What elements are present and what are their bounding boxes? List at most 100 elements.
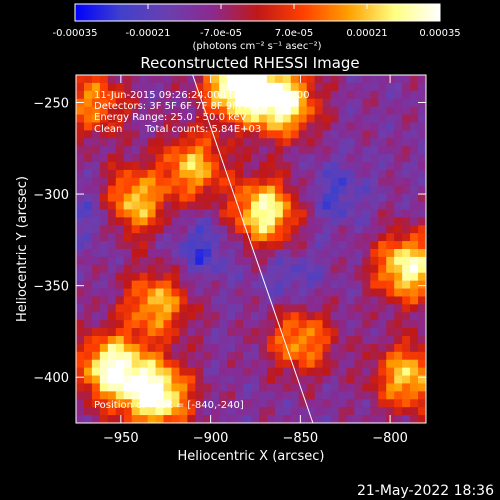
heatmap-cell (267, 391, 276, 400)
heatmap-cell (108, 225, 117, 234)
heatmap-cell (187, 360, 196, 369)
heatmap-cell (179, 344, 188, 353)
heatmap-cell (124, 360, 133, 369)
heatmap-cell (100, 304, 109, 313)
heatmap-cell (354, 241, 363, 250)
colorbar-tick-label: -0.00021 (126, 28, 171, 39)
heatmap-cell (418, 194, 427, 203)
heatmap-cell (315, 368, 324, 377)
heatmap-cell (402, 91, 411, 100)
heatmap-cell (164, 146, 173, 155)
heatmap-cell (84, 115, 93, 124)
heatmap-cell (354, 328, 363, 337)
heatmap-cell (323, 312, 332, 321)
heatmap-cell (235, 376, 244, 385)
heatmap-cell (171, 178, 180, 187)
heatmap-cell (195, 178, 204, 187)
heatmap-cell (275, 352, 284, 361)
heatmap-cell (140, 391, 149, 400)
heatmap-cell (132, 265, 141, 274)
heatmap-cell (132, 257, 141, 266)
heatmap-cell (187, 344, 196, 353)
heatmap-cell (124, 178, 133, 187)
heatmap-cell (195, 194, 204, 203)
heatmap-cell (402, 115, 411, 124)
heatmap-cell (76, 296, 85, 305)
heatmap-cell (100, 383, 109, 392)
heatmap-cell (92, 194, 101, 203)
heatmap-cell (410, 296, 419, 305)
heatmap-cell (243, 265, 252, 274)
heatmap-cell (307, 399, 316, 408)
heatmap-cell (386, 376, 395, 385)
heatmap-cell (211, 257, 220, 266)
heatmap-cell (156, 368, 165, 377)
heatmap-cell (354, 407, 363, 416)
heatmap-cell (195, 154, 204, 163)
heatmap-cell (235, 225, 244, 234)
heatmap-cell (108, 344, 117, 353)
heatmap-cell (267, 257, 276, 266)
heatmap-cell (251, 186, 260, 195)
heatmap-cell (116, 296, 125, 305)
heatmap-cell (100, 241, 109, 250)
heatmap-cell (164, 344, 173, 353)
heatmap-cell (323, 265, 332, 274)
heatmap-cell (76, 83, 85, 92)
heatmap-cell (84, 130, 93, 139)
heatmap-cell (132, 360, 141, 369)
heatmap-cell (195, 296, 204, 305)
heatmap-cell (171, 368, 180, 377)
heatmap-cell (171, 304, 180, 313)
heatmap-cell (394, 91, 403, 100)
heatmap-cell (76, 241, 85, 250)
heatmap-cell (92, 383, 101, 392)
heatmap-cell (124, 241, 133, 250)
heatmap-cell (331, 273, 340, 282)
heatmap-cell (76, 178, 85, 187)
heatmap-cell (323, 202, 332, 211)
heatmap-cell (195, 233, 204, 242)
heatmap-cell (394, 154, 403, 163)
heatmap-cell (346, 281, 355, 290)
heatmap-cell (418, 265, 427, 274)
heatmap-cell (179, 170, 188, 179)
heatmap-cell (291, 241, 300, 250)
heatmap-cell (132, 186, 141, 195)
heatmap-cell (92, 249, 101, 258)
heatmap-cell (386, 312, 395, 321)
heatmap-cell (243, 352, 252, 361)
heatmap-cell (315, 162, 324, 171)
heatmap-cell (164, 162, 173, 171)
heatmap-cell (148, 138, 157, 147)
heatmap-cell (346, 75, 355, 84)
heatmap-cell (108, 352, 117, 361)
heatmap-cell (370, 194, 379, 203)
heatmap-cell (267, 368, 276, 377)
heatmap-cell (100, 154, 109, 163)
heatmap-cell (354, 225, 363, 234)
heatmap-cell (108, 146, 117, 155)
heatmap-cell (179, 146, 188, 155)
heatmap-cell (378, 391, 387, 400)
heatmap-cell (410, 399, 419, 408)
heatmap-cell (235, 178, 244, 187)
heatmap-cell (402, 202, 411, 211)
heatmap-cell (339, 107, 348, 116)
heatmap-cell (354, 217, 363, 226)
heatmap-cell (307, 312, 316, 321)
heatmap-cell (370, 91, 379, 100)
heatmap-cell (267, 122, 276, 131)
heatmap-cell (386, 146, 395, 155)
heatmap-cell (116, 249, 125, 258)
heatmap-cell (323, 194, 332, 203)
heatmap-cell (339, 320, 348, 329)
heatmap-cell (307, 368, 316, 377)
heatmap-cell (418, 391, 427, 400)
heatmap-cell (227, 225, 236, 234)
heatmap-cell (291, 170, 300, 179)
heatmap-cell (410, 249, 419, 258)
heatmap-cell (243, 360, 252, 369)
heatmap-cell (219, 273, 228, 282)
heatmap-cell (267, 154, 276, 163)
